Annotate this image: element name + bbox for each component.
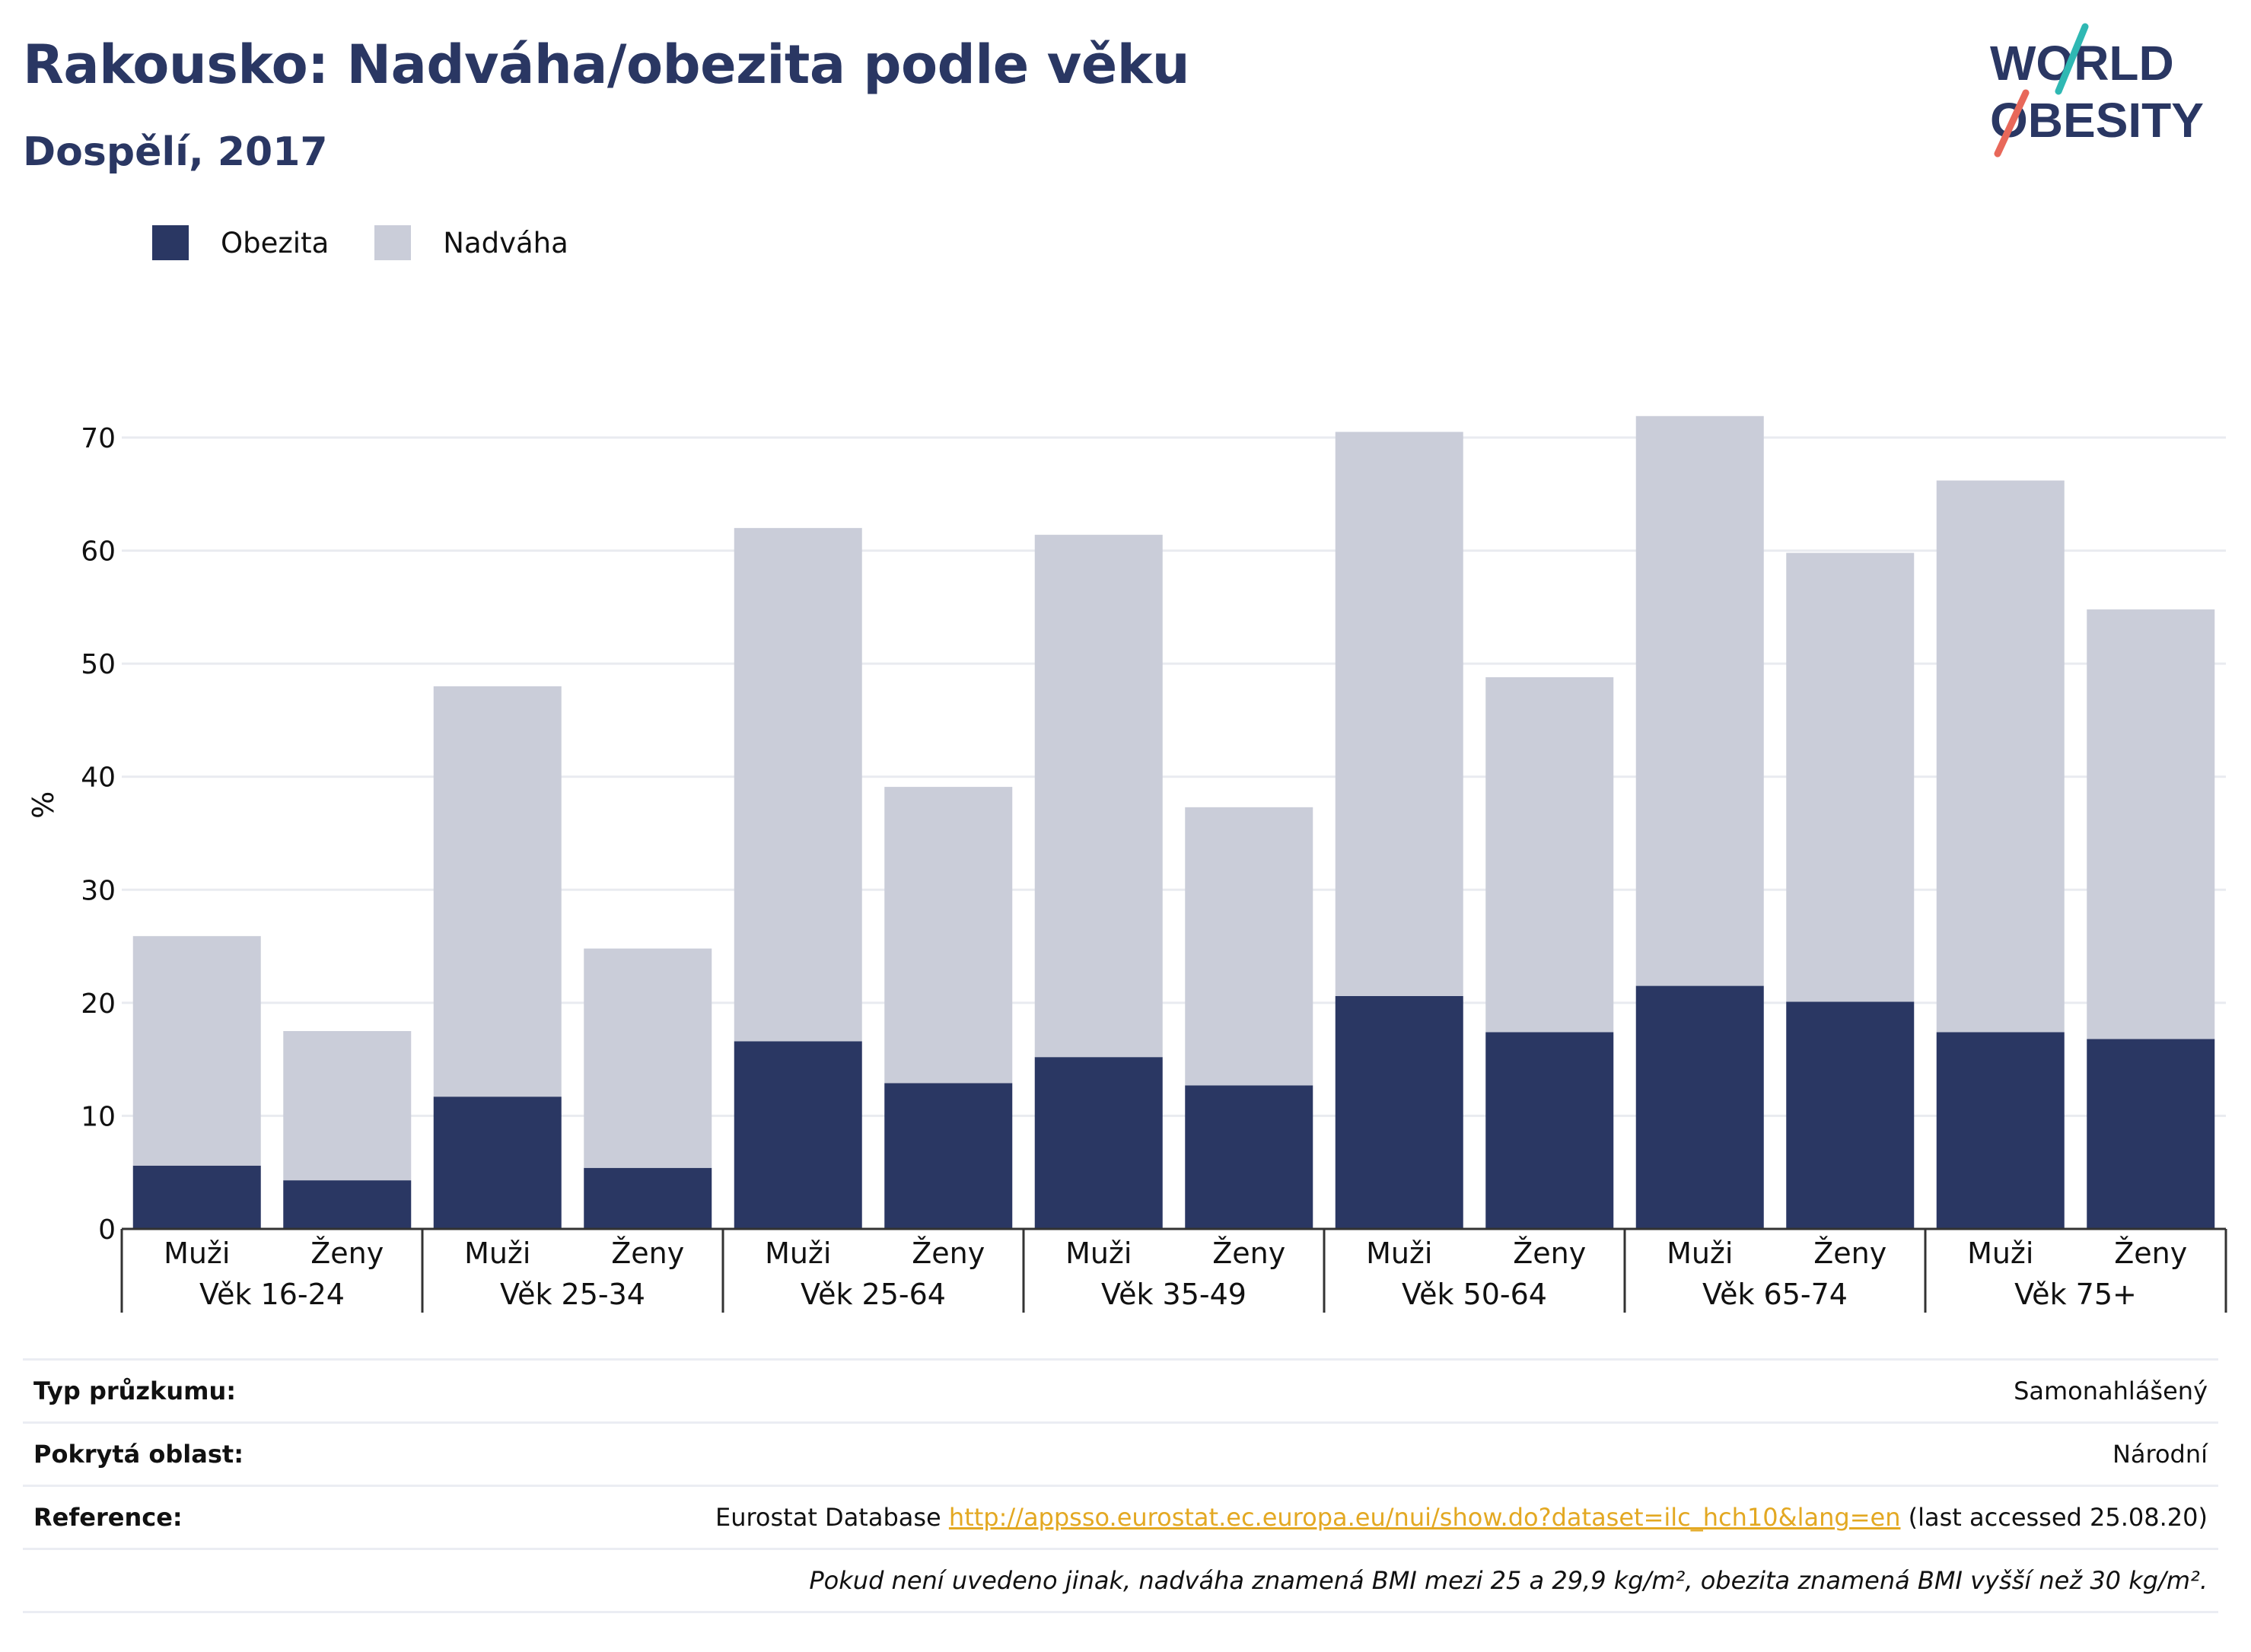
- bar-nadvaha: [283, 1031, 412, 1181]
- x-subcategory-label: Ženy: [611, 1237, 684, 1270]
- x-subcategory-label: Ženy: [310, 1237, 384, 1270]
- x-group-label: Věk 35-49: [1101, 1278, 1246, 1311]
- bar-nadvaha: [734, 527, 862, 1042]
- x-subcategory-label: Ženy: [1212, 1237, 1285, 1270]
- bar-nadvaha: [433, 686, 562, 1097]
- coverage-area-label: Pokrytá oblast:: [23, 1421, 501, 1486]
- x-subcategory-label: Muži: [164, 1237, 230, 1270]
- legend-item-nadvaha: Nadváha: [374, 225, 568, 260]
- bar-obezita: [1936, 1032, 2065, 1229]
- y-axis-label: %: [27, 791, 60, 819]
- bar-nadvaha: [1185, 807, 1313, 1086]
- x-subcategory-label: Ženy: [1513, 1237, 1586, 1270]
- x-subcategory-label: Muži: [1366, 1237, 1432, 1270]
- x-subcategory-label: Ženy: [912, 1237, 985, 1270]
- x-subcategory-label: Muži: [1967, 1237, 2033, 1270]
- bar-obezita: [584, 1167, 712, 1229]
- y-tick-label: 40: [81, 762, 116, 794]
- bar-obezita: [433, 1097, 562, 1229]
- bar-obezita: [1786, 1001, 1915, 1229]
- reference-prefix: Eurostat Database: [715, 1503, 949, 1532]
- x-group-label: Věk 25-34: [500, 1278, 645, 1311]
- y-tick-label: 10: [81, 1101, 116, 1132]
- bar-obezita: [1335, 995, 1463, 1229]
- bar-obezita: [1034, 1057, 1163, 1229]
- legend-item-obezita: Obezita: [152, 225, 329, 260]
- survey-type-value: Samonahlášený: [501, 1358, 2218, 1423]
- legend-label-nadvaha: Nadváha: [443, 226, 568, 259]
- reference-link[interactable]: http://appsso.eurostat.ec.europa.eu/nui/…: [948, 1503, 1901, 1532]
- bar-obezita: [2087, 1039, 2215, 1229]
- x-subcategory-label: Ženy: [2114, 1237, 2187, 1270]
- info-row-reference: Reference: Eurostat Database http://apps…: [23, 1485, 2218, 1549]
- x-subcategory-label: Muži: [1667, 1237, 1733, 1270]
- note-spacer: [23, 1548, 501, 1613]
- bar-nadvaha: [132, 936, 261, 1166]
- x-subcategory-label: Muži: [765, 1237, 831, 1270]
- legend-label-obezita: Obezita: [221, 226, 330, 259]
- bar-nadvaha: [584, 948, 712, 1168]
- x-group-label: Věk 75+: [2014, 1278, 2137, 1311]
- legend: Obezita Nadváha: [152, 225, 614, 260]
- x-group-label: Věk 25-64: [801, 1278, 946, 1311]
- legend-swatch-obezita: [152, 225, 189, 260]
- y-tick-label: 20: [81, 988, 116, 1020]
- y-tick-label: 60: [81, 536, 116, 568]
- info-row-survey: Typ průzkumu: Samonahlášený: [23, 1358, 2218, 1423]
- y-tick-label: 0: [98, 1214, 116, 1246]
- chart-title: Rakousko: Nadváha/obezita podle věku: [23, 33, 1190, 96]
- bar-nadvaha: [1034, 534, 1163, 1058]
- bar-nadvaha: [1936, 480, 2065, 1033]
- x-subcategory-label: Muži: [1065, 1237, 1132, 1270]
- logo-slash-teal: [2055, 23, 2089, 95]
- logo-word-obesity: OBESITY: [1990, 93, 2204, 148]
- bar-obezita: [734, 1041, 862, 1229]
- info-table: Typ průzkumu: Samonahlášený Pokrytá obla…: [23, 1358, 2218, 1613]
- world-obesity-logo: WORLD OBESITY: [1990, 23, 2204, 158]
- logo-word-world: WORLD: [1990, 36, 2174, 91]
- y-tick-label: 50: [81, 649, 116, 680]
- reference-label: Reference:: [23, 1485, 501, 1549]
- bar-nadvaha: [884, 787, 1013, 1084]
- survey-type-label: Typ průzkumu:: [23, 1358, 501, 1423]
- logo-slash-coral: [1994, 89, 2030, 158]
- coverage-area-value: Národní: [501, 1421, 2218, 1486]
- bar-nadvaha: [1485, 676, 1614, 1033]
- bar-obezita: [884, 1083, 1013, 1229]
- legend-swatch-nadvaha: [374, 225, 412, 260]
- bar-nadvaha: [2087, 609, 2215, 1039]
- y-tick-label: 30: [81, 875, 116, 906]
- x-subcategory-label: Ženy: [1813, 1237, 1886, 1270]
- bar-nadvaha: [1786, 552, 1915, 1002]
- bar-obezita: [1485, 1032, 1614, 1229]
- bar-obezita: [132, 1165, 261, 1229]
- bar-nadvaha: [1335, 431, 1463, 996]
- bar-chart: 0 10 20 30 40 50 60 70% Muži Ženy Muži Ženy Muži Ženy…: [27, 415, 2227, 1313]
- info-row-note: Pokud není uvedeno jinak, nadváha znamen…: [23, 1548, 2218, 1613]
- x-group-label: Věk 50-64: [1402, 1278, 1547, 1311]
- bar-obezita: [1635, 985, 1764, 1229]
- x-subcategory-label: Muži: [464, 1237, 530, 1270]
- bmi-note: Pokud není uvedeno jinak, nadváha znamen…: [501, 1548, 2218, 1613]
- chart-subtitle: Dospělí, 2017: [23, 129, 328, 175]
- y-tick-label: 70: [81, 423, 116, 454]
- x-group-label: Věk 65-74: [1702, 1278, 1848, 1311]
- x-group-label: Věk 16-24: [199, 1278, 345, 1311]
- reference-suffix: (last accessed 25.08.20): [1900, 1503, 2208, 1532]
- info-row-area: Pokrytá oblast: Národní: [23, 1421, 2218, 1486]
- bar-nadvaha: [1635, 415, 1764, 986]
- bar-obezita: [283, 1180, 412, 1229]
- bar-obezita: [1185, 1085, 1313, 1229]
- reference-value: Eurostat Database http://appsso.eurostat…: [501, 1485, 2218, 1549]
